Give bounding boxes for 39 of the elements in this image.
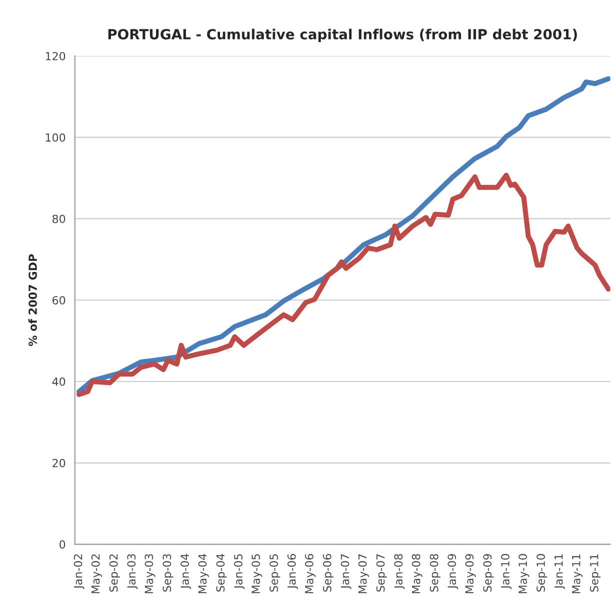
- x-tick-label: May-07: [358, 554, 369, 594]
- x-tick-label: Sep-03: [162, 554, 174, 592]
- x-tick-label: Sep-09: [483, 554, 494, 592]
- x-tick-label: Sep-08: [430, 554, 440, 592]
- x-tick-label: May-04: [198, 554, 209, 594]
- x-tick-label: Sep-05: [270, 554, 280, 592]
- x-tick-label: May-05: [252, 554, 262, 594]
- x-tick-label: Sep-02: [109, 554, 120, 592]
- y-tick-label: 80: [52, 214, 66, 224]
- x-tick-label: Jan-09: [448, 554, 458, 590]
- x-tick-label: Jan-10: [501, 554, 512, 590]
- x-tick-label: May-11: [572, 554, 583, 594]
- x-tick-label: Sep-07: [376, 554, 387, 592]
- y-tick-label: 40: [52, 377, 66, 386]
- x-tick-label: Sep-10: [536, 554, 548, 592]
- x-tick-label: Jan-11: [554, 554, 565, 590]
- x-tick-label: May-10: [518, 554, 530, 594]
- x-tick-label: May-09: [465, 554, 476, 594]
- x-tick-label: Jan-07: [340, 554, 352, 590]
- x-tick-label: May-02: [91, 554, 102, 594]
- x-tick-label: May-08: [412, 554, 422, 594]
- x-tick-label: Jan-04: [180, 554, 192, 590]
- x-tick-label: Jan-02: [74, 554, 84, 590]
- x-tick-label: Jan-06: [287, 554, 298, 590]
- x-tick-label: May-06: [304, 554, 316, 594]
- x-tick-label: Jan-08: [394, 554, 405, 590]
- x-tick-label: Sep-06: [322, 554, 334, 592]
- y-tick-label: 0: [60, 540, 66, 549]
- y-tick-label: 20: [52, 458, 66, 468]
- y-axis-title: % of 2007 GDP: [28, 254, 37, 346]
- chart-title: PORTUGAL - Cumulative capital Inflows (from IIP debt 2001): [108, 28, 577, 42]
- x-tick-label: Jan-05: [234, 554, 245, 590]
- x-tick-label: Sep-11: [590, 554, 600, 592]
- y-tick-label: 60: [52, 296, 66, 304]
- x-tick-label: Jan-03: [127, 554, 138, 590]
- y-tick-label: 120: [46, 52, 66, 60]
- y-tick-label: 100: [46, 133, 66, 142]
- x-tick-label: May-03: [144, 554, 156, 594]
- x-tick-label: Sep-04: [216, 554, 227, 592]
